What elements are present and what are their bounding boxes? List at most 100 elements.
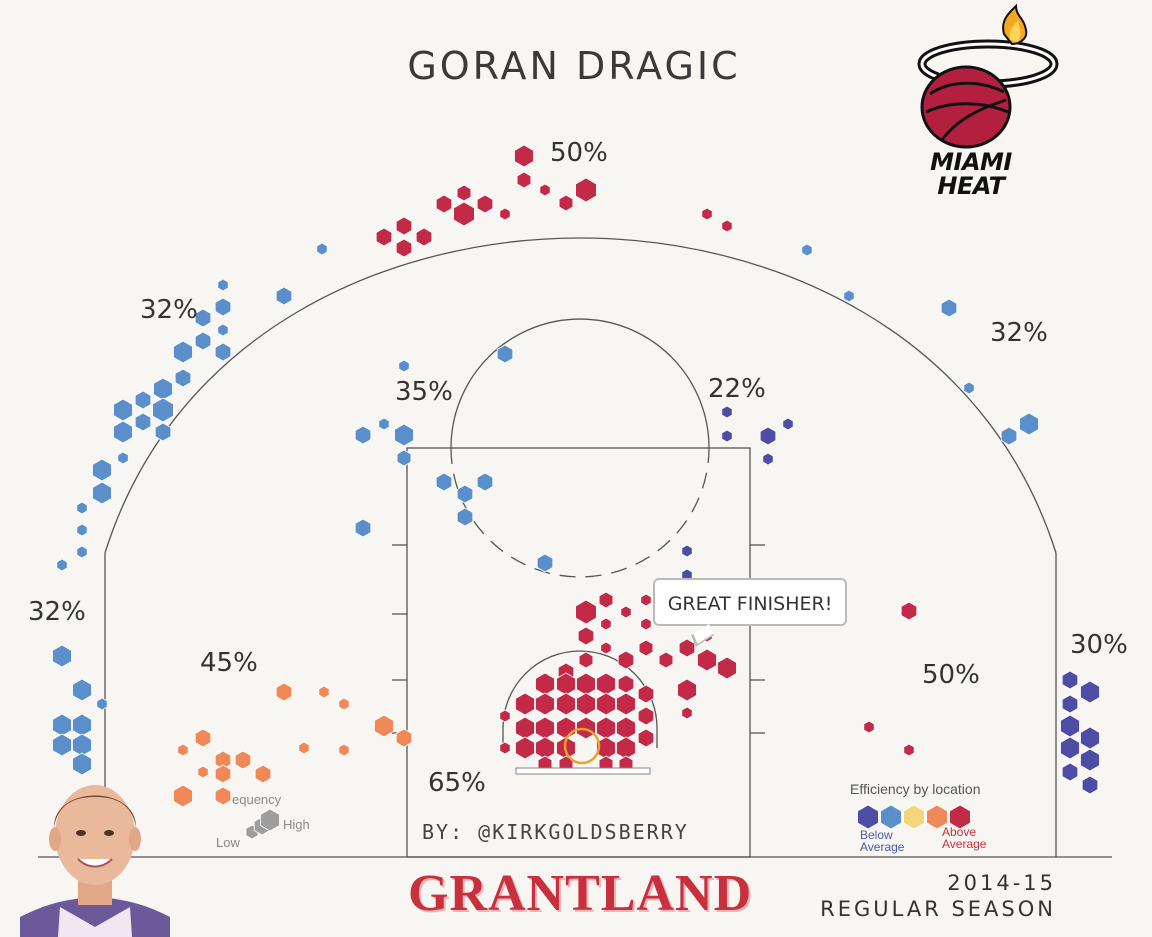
- hexbin-cell: [354, 518, 372, 538]
- hexbin-cell: [214, 342, 232, 362]
- hexbin-cell: [374, 714, 394, 738]
- hexbin-cell: [637, 706, 655, 726]
- three-point-arc: [104, 237, 1057, 554]
- hexbin-cell: [398, 359, 410, 373]
- hexbin-cell: [134, 390, 152, 410]
- hexbin-cell: [174, 368, 192, 388]
- hexbin-cell: [197, 765, 209, 779]
- hexbin-cell: [600, 641, 612, 655]
- hexbin-cell: [96, 697, 108, 711]
- hexbin-cell: [638, 639, 654, 657]
- hexbin-cell: [338, 697, 350, 711]
- hexbin-cell: [556, 716, 576, 740]
- efficiency-legend-title: Efficiency by location: [850, 781, 981, 797]
- hexbin-cell: [52, 644, 72, 668]
- hexbin-cell: [456, 184, 472, 202]
- hexbin-cell: [298, 741, 310, 755]
- hexbin-cell: [1081, 775, 1099, 795]
- byline: BY: @KIRKGOLDSBERRY: [422, 820, 689, 844]
- grantland-logo: GRANTLAND: [408, 865, 753, 922]
- frequency-legend-title: equency: [232, 792, 282, 807]
- hexbin-cell: [378, 417, 390, 431]
- hexbin-cell: [395, 728, 413, 748]
- callout-text: GREAT FINISHER!: [667, 593, 833, 615]
- hexbin-cell: [354, 425, 372, 445]
- hexbin-cell: [697, 648, 717, 672]
- hexbin-cell: [435, 194, 453, 214]
- hexbin-cell: [843, 289, 855, 303]
- hexbin-cell: [620, 605, 632, 619]
- hexbin-cell: [515, 716, 535, 740]
- hexbin-cell: [721, 405, 733, 419]
- player-photo: [20, 785, 170, 937]
- hexbin-cell: [476, 472, 494, 492]
- hexbin-cell: [576, 672, 596, 696]
- season-year: 2014-15: [947, 871, 1056, 895]
- hexbin-cell: [173, 340, 193, 364]
- free-throw-circle-top: [450, 318, 710, 449]
- hexbin-cell: [759, 426, 777, 446]
- hexbin-cell: [681, 706, 693, 720]
- hexbin-cell: [153, 377, 173, 401]
- hexbin-cell: [72, 678, 92, 702]
- hexbin-cell: [415, 227, 433, 247]
- rim: [563, 727, 601, 765]
- hexbin-cell: [214, 750, 232, 770]
- hexbin-cell: [435, 472, 453, 492]
- hexbin-cell: [1019, 412, 1039, 436]
- zone-pct-top-three: 50%: [550, 138, 608, 168]
- below-label-2: Average: [860, 840, 905, 854]
- hexbin-cell: [1061, 694, 1079, 714]
- hexbin-cell: [600, 617, 612, 631]
- zone-pct-right-wing-three: 32%: [990, 318, 1048, 348]
- hexbin-cell: [721, 219, 733, 233]
- hexbin-cell: [535, 736, 555, 760]
- hexbin-cell: [515, 736, 535, 760]
- frequency-legend-hex: [260, 808, 280, 832]
- hexbin-cell: [214, 297, 232, 317]
- efficiency-legend-hex: [949, 804, 971, 830]
- zone-pct-left-wing-three: 32%: [140, 295, 198, 325]
- frequency-legend-low: Low: [216, 835, 240, 850]
- hexbin-cell: [177, 743, 189, 757]
- hexbin-cell: [782, 417, 794, 431]
- zone-pct-left-baseline: 45%: [200, 648, 258, 678]
- hexbin-cell: [1060, 714, 1080, 738]
- miami-heat-logo: [917, 3, 1059, 149]
- hexbin-cell: [515, 692, 535, 716]
- hexbin-cell: [194, 728, 212, 748]
- hexbin-cell: [677, 678, 697, 702]
- hexbin-cell: [338, 743, 350, 757]
- hexbin-cell: [117, 451, 129, 465]
- hexbin-cell: [536, 553, 554, 573]
- hexbin-cell: [556, 672, 576, 696]
- hexbin-cell: [499, 207, 511, 221]
- hexbin-cell: [395, 238, 413, 258]
- hexbin-cell: [717, 656, 737, 680]
- hexbin-cell: [113, 420, 133, 444]
- hexbin-cell: [678, 638, 696, 658]
- above-label-2: Average: [942, 837, 987, 851]
- hexbin-cell: [214, 764, 232, 784]
- hexbin-cell: [681, 544, 693, 558]
- hexbin-cell: [762, 452, 774, 466]
- team-logo-word-2: HEAT: [937, 172, 1005, 200]
- zone-pct-left-elbow: 35%: [395, 377, 453, 407]
- hexbin-cell: [499, 741, 511, 755]
- hexbin-cell: [539, 183, 551, 197]
- hexbin-cell: [52, 733, 72, 757]
- hexbin-cell: [1080, 748, 1100, 772]
- hexbin-cell: [254, 764, 272, 784]
- hexbin-cell: [92, 458, 112, 482]
- hexbin-cell: [576, 716, 596, 740]
- callout-bubble: GREAT FINISHER!: [653, 578, 847, 626]
- hexbin-cell: [556, 692, 576, 716]
- hexbin-cell: [863, 720, 875, 734]
- zone-pct-right-corner-three: 30%: [1070, 630, 1128, 660]
- season-type: REGULAR SEASON: [820, 897, 1056, 921]
- hexbin-cell: [152, 397, 174, 423]
- hexbin-cell: [578, 651, 594, 669]
- hexbin-cell: [1061, 670, 1079, 690]
